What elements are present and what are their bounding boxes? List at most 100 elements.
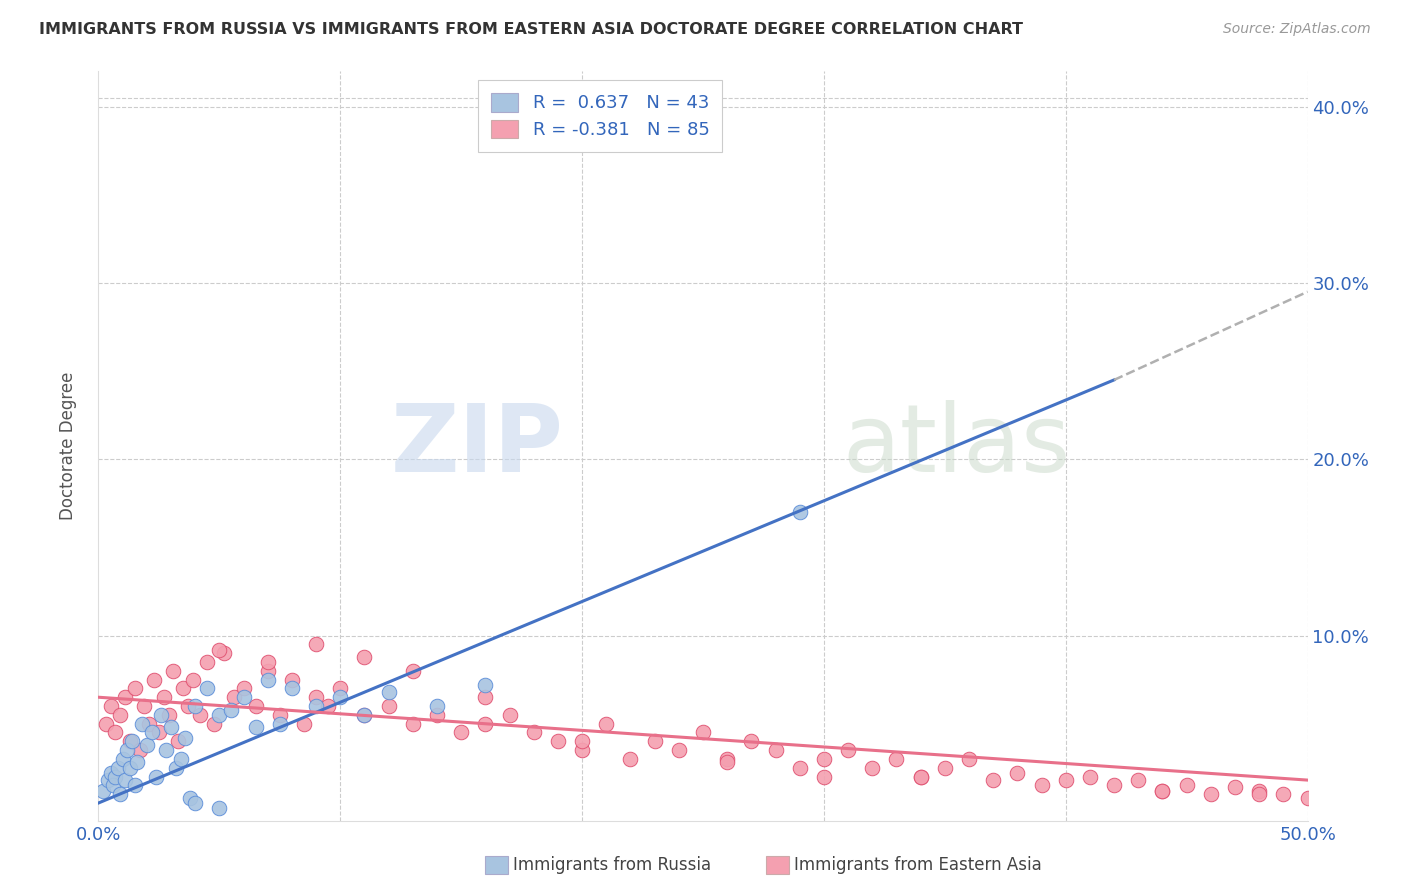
Point <box>195 655 218 669</box>
Point <box>169 752 191 766</box>
Point <box>353 707 375 722</box>
Text: Immigrants from Russia: Immigrants from Russia <box>513 856 711 874</box>
Point <box>97 773 120 788</box>
Point <box>100 766 122 780</box>
Point <box>316 699 339 714</box>
Point <box>124 778 146 792</box>
Legend: R =  0.637   N = 43, R = -0.381   N = 85: R = 0.637 N = 43, R = -0.381 N = 85 <box>478 80 723 152</box>
Point <box>668 743 690 757</box>
Point <box>981 773 1004 788</box>
Point <box>134 699 156 714</box>
Point <box>128 743 150 757</box>
Point <box>108 787 131 801</box>
Point <box>100 699 122 714</box>
Point <box>377 685 399 699</box>
Point <box>571 743 593 757</box>
Point <box>692 725 714 739</box>
Point <box>716 756 738 770</box>
Point <box>595 716 617 731</box>
Point <box>195 681 218 696</box>
Point <box>292 716 315 731</box>
Point <box>141 725 163 739</box>
Point <box>619 752 641 766</box>
Point <box>789 505 811 519</box>
Point <box>1078 770 1101 784</box>
Point <box>886 752 908 766</box>
Point <box>1199 787 1222 801</box>
Point <box>245 699 267 714</box>
Point <box>127 756 149 770</box>
Point <box>1249 783 1271 797</box>
Point <box>1223 780 1246 794</box>
Point <box>91 783 114 797</box>
Point <box>143 673 166 687</box>
Point <box>740 734 762 748</box>
Point <box>124 681 146 696</box>
Point <box>208 707 231 722</box>
Point <box>1031 778 1053 792</box>
Point <box>353 649 375 664</box>
Point <box>118 734 141 748</box>
Point <box>256 664 278 678</box>
Point <box>162 664 184 678</box>
Point <box>208 642 231 657</box>
Point <box>329 681 352 696</box>
Point <box>716 752 738 766</box>
Point <box>813 752 835 766</box>
Point <box>188 707 211 722</box>
Point <box>184 699 207 714</box>
Point <box>1272 787 1295 801</box>
Point <box>910 770 932 784</box>
Point <box>104 725 127 739</box>
Point <box>498 707 520 722</box>
Point <box>232 681 254 696</box>
Point <box>957 752 980 766</box>
Point <box>450 725 472 739</box>
Point <box>108 707 131 722</box>
Point <box>281 673 304 687</box>
Point <box>402 716 425 731</box>
Point <box>101 778 124 792</box>
Point <box>1128 773 1150 788</box>
Point <box>1152 783 1174 797</box>
Point <box>145 770 167 784</box>
Point <box>269 707 291 722</box>
Point <box>426 699 449 714</box>
Text: ZIP: ZIP <box>391 400 564 492</box>
Point <box>212 646 235 660</box>
Point <box>160 720 183 734</box>
Point <box>135 738 157 752</box>
Point <box>789 761 811 775</box>
Point <box>305 690 328 705</box>
Point <box>256 673 278 687</box>
Point <box>118 761 141 775</box>
Point <box>1175 778 1198 792</box>
Point <box>177 699 200 714</box>
Point <box>1152 783 1174 797</box>
Point <box>131 716 153 731</box>
Point <box>329 690 352 705</box>
Point <box>353 707 375 722</box>
Point <box>172 681 194 696</box>
Point <box>111 752 134 766</box>
Point <box>1296 790 1319 805</box>
Point <box>377 699 399 714</box>
Point <box>167 734 190 748</box>
Point <box>402 664 425 678</box>
Point <box>121 734 143 748</box>
Point <box>208 801 231 815</box>
Point <box>204 716 226 731</box>
Point <box>181 673 204 687</box>
Point <box>813 770 835 784</box>
Point <box>104 770 127 784</box>
Point <box>474 690 496 705</box>
Point <box>474 716 496 731</box>
Point <box>1102 778 1125 792</box>
Point <box>837 743 859 757</box>
Text: Source: ZipAtlas.com: Source: ZipAtlas.com <box>1223 22 1371 37</box>
Point <box>232 690 254 705</box>
Point <box>94 716 117 731</box>
Point <box>1054 773 1077 788</box>
Point <box>860 761 883 775</box>
Point <box>165 761 187 775</box>
